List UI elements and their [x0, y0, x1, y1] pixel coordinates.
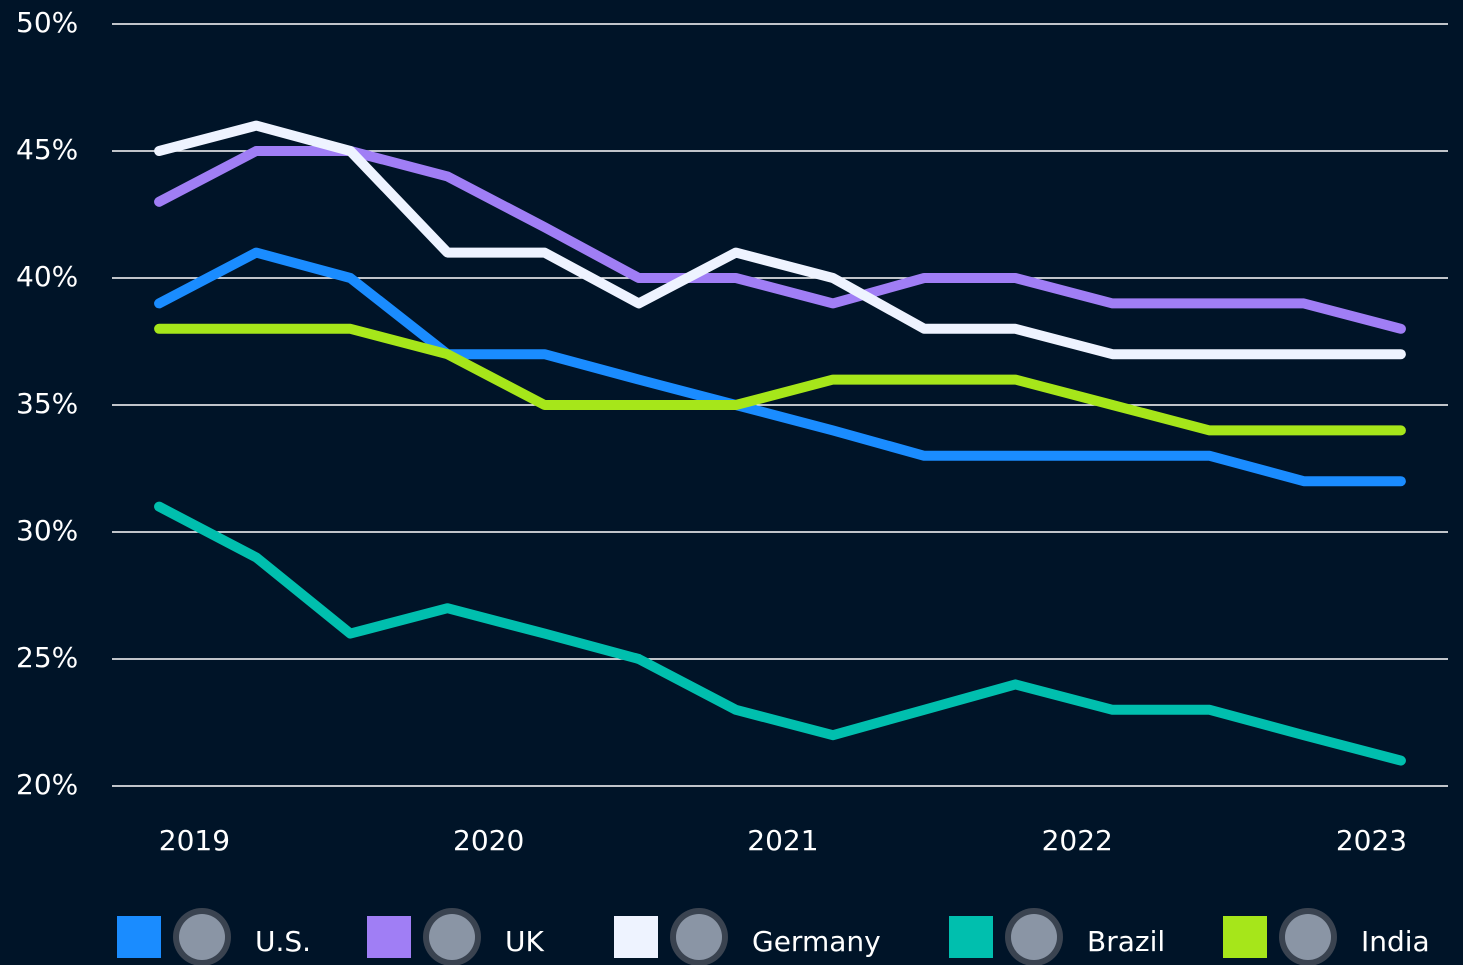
legend-label: Brazil	[1087, 925, 1165, 958]
legend-item: U.S.	[117, 908, 311, 965]
y-tick-label: 25%	[16, 641, 78, 674]
legend-item: Brazil	[949, 908, 1165, 965]
legend-swatch	[949, 916, 993, 958]
legend-item: UK	[367, 908, 544, 965]
legend-flag-inner	[429, 914, 475, 960]
series-line	[154, 120, 1406, 360]
legend-flag-inner	[1285, 914, 1331, 960]
y-tick-label: 40%	[16, 260, 78, 293]
legend-label: India	[1361, 925, 1430, 958]
x-tick-label: 2020	[453, 824, 524, 857]
x-tick-label: 2021	[747, 824, 818, 857]
legend-item: India	[1223, 908, 1430, 965]
legend-label: Germany	[752, 925, 881, 958]
y-tick-label: 35%	[16, 387, 78, 420]
series-line	[154, 501, 1406, 766]
legend-flag-inner	[676, 914, 722, 960]
legend-swatch	[367, 916, 411, 958]
legend-swatch	[117, 916, 161, 958]
x-tick-label: 2019	[159, 824, 230, 857]
series-line	[154, 247, 1406, 487]
y-tick-label: 30%	[16, 514, 78, 547]
x-tick-label: 2022	[1042, 824, 1113, 857]
legend-swatch	[1223, 916, 1267, 958]
y-tick-label: 50%	[16, 6, 78, 39]
legend-item: Germany	[614, 908, 881, 965]
x-tick-label: 2023	[1336, 824, 1407, 857]
legend-swatch	[614, 916, 658, 958]
legend-label: UK	[505, 925, 544, 958]
y-tick-label: 45%	[16, 133, 78, 166]
legend-flag-inner	[1011, 914, 1057, 960]
series-line	[154, 323, 1406, 436]
series-line	[154, 146, 1406, 334]
legend-label: U.S.	[255, 925, 311, 958]
y-tick-label: 20%	[16, 768, 78, 801]
legend-flag-inner	[179, 914, 225, 960]
